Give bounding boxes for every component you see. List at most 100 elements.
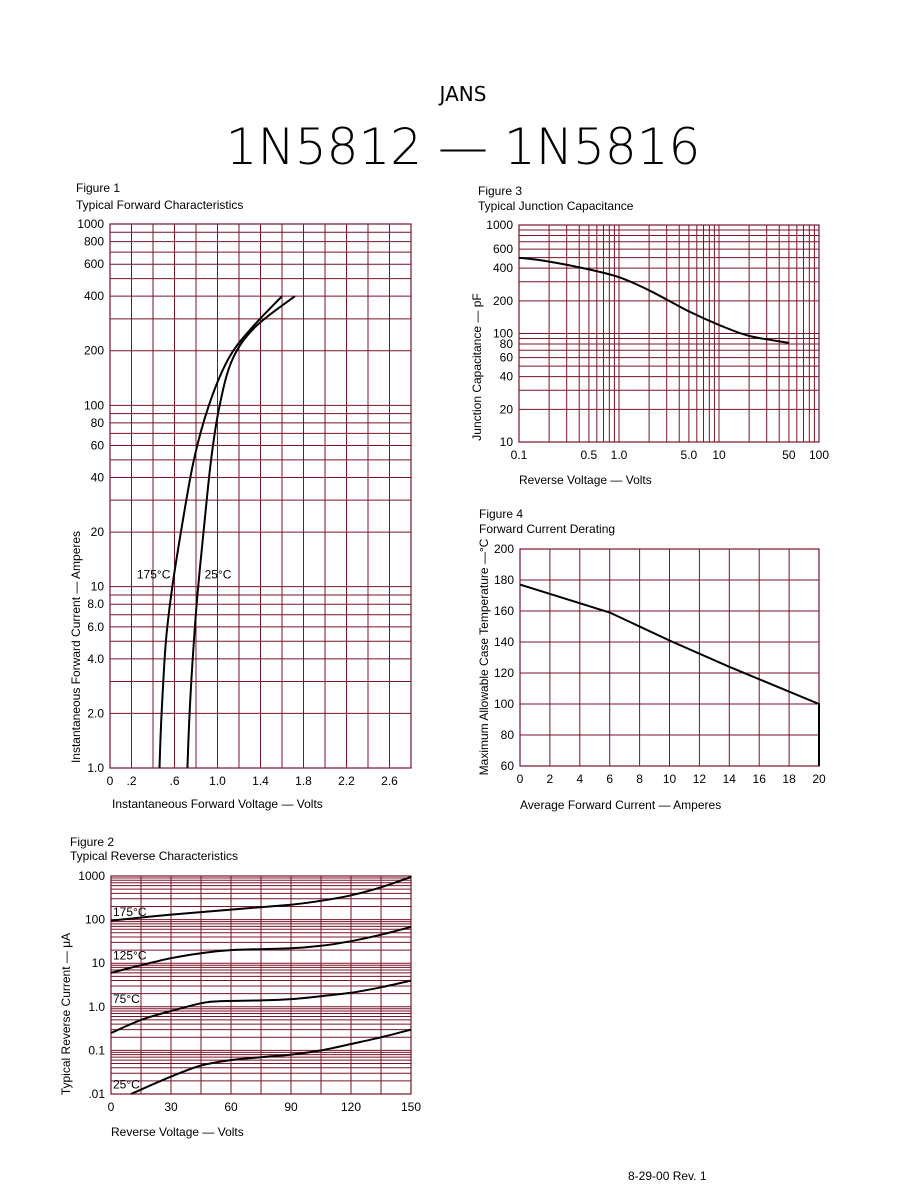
fig4-x-tick-label: 20 [812, 772, 826, 786]
fig1-series-line-0 [158, 295, 283, 769]
fig4-x-tick-label: 8 [636, 772, 643, 786]
fig1-y-tick-label: 40 [91, 470, 105, 484]
fig4-y-tick-label: 140 [494, 635, 514, 649]
figure-3-chart: Figure 3 Typical Junction Capacitance 0.… [470, 184, 829, 487]
fig3-x-tick-label: 50 [782, 448, 796, 462]
fig3-x-tick-label: 0.5 [581, 448, 598, 462]
fig2-series-line-3 [130, 1028, 412, 1095]
fig1-y-tick-label: 800 [84, 235, 104, 249]
figure-4-chart: Figure 4 Forward Current Derating 0 2 4 6 8 1… [477, 507, 826, 812]
fig1-y-tick-label: 200 [84, 344, 104, 358]
fig2-x-tick-label: 120 [341, 1100, 361, 1114]
figure-1-title: Typical Forward Characteristics [76, 198, 243, 212]
fig1-y-tick-label: 600 [84, 257, 104, 271]
fig1-x-tick-label: .2 [126, 774, 136, 788]
fig3-y-tick-label: 600 [493, 242, 513, 256]
fig1-y-tick-label: 60 [91, 439, 105, 453]
fig2-y-tick-label: 100 [85, 913, 105, 927]
fig3-x-tick-label: 1.0 [611, 448, 628, 462]
fig4-x-tick-label: 14 [723, 772, 737, 786]
figure-3-label: Figure 3 [478, 184, 522, 198]
fig1-y-tick-label: 400 [84, 289, 104, 303]
figure-1-x-axis-label: Instantaneous Forward Voltage — Volts [112, 797, 323, 811]
fig4-x-tick-label: 6 [606, 772, 613, 786]
fig1-y-tick-label: 100 [84, 398, 104, 412]
fig3-y-tick-label: 20 [500, 402, 514, 416]
fig3-x-tick-label: 10 [712, 448, 726, 462]
fig3-y-tick-label: 400 [493, 261, 513, 275]
fig1-x-tick-label: 2.2 [338, 774, 355, 788]
fig3-series-line-0 [518, 256, 790, 344]
fig1-series-label: 25°C [205, 568, 232, 582]
fig3-y-tick-label: 10 [500, 435, 514, 449]
fig1-y-tick-label: 8.0 [87, 597, 104, 611]
fig4-y-tick-label: 100 [494, 697, 514, 711]
fig4-x-tick-label: 16 [753, 772, 767, 786]
fig4-x-tick-label: 0 [517, 772, 524, 786]
figure-4-y-axis-label: Maximum Allowable Case Temperature —°C [477, 538, 491, 775]
fig2-y-tick-label: 10 [92, 956, 106, 970]
fig2-x-tick-label: 60 [224, 1100, 238, 1114]
fig2-series-label: 25°C [113, 1078, 140, 1092]
fig2-series-line-0 [110, 876, 412, 922]
fig2-series-line-2 [110, 979, 412, 1034]
fig2-y-tick-label: 0.1 [88, 1043, 105, 1057]
fig2-x-tick-label: 90 [284, 1100, 298, 1114]
fig1-series-line-1 [186, 295, 296, 769]
fig2-x-tick-label: 150 [401, 1100, 421, 1114]
fig3-y-tick-label: 100 [493, 327, 513, 341]
fig4-y-tick-label: 120 [494, 666, 514, 680]
fig1-x-tick-label: 1.8 [295, 774, 312, 788]
fig1-x-tick-label: 2.6 [381, 774, 398, 788]
fig2-x-tick-label: 30 [164, 1100, 178, 1114]
fig4-y-tick-label: 180 [494, 573, 514, 587]
figure-3-title: Typical Junction Capacitance [478, 199, 634, 213]
fig2-y-tick-label: .01 [88, 1087, 105, 1101]
fig1-y-tick-label: 20 [91, 525, 105, 539]
fig1-x-tick-label: 1.0 [209, 774, 226, 788]
figure-2-x-axis-label: Reverse Voltage — Volts [111, 1125, 244, 1139]
fig3-x-tick-label: 0.1 [511, 448, 528, 462]
fig4-y-tick-label: 200 [494, 542, 514, 556]
fig4-x-tick-label: 10 [663, 772, 677, 786]
fig1-y-tick-label: 1000 [77, 217, 104, 231]
fig3-y-tick-label: 200 [493, 294, 513, 308]
fig2-series-line-1 [110, 925, 412, 974]
fig1-y-tick-label: 4.0 [87, 652, 104, 666]
fig4-y-tick-label: 80 [501, 728, 515, 742]
fig1-y-tick-label: 6.0 [87, 620, 104, 634]
fig3-y-tick-label: 40 [500, 370, 514, 384]
figure-3-x-axis-label: Reverse Voltage — Volts [519, 473, 652, 487]
fig1-series-label: 175°C [137, 568, 171, 582]
fig2-y-tick-label: 1.0 [88, 1000, 105, 1014]
fig3-y-tick-label: 1000 [486, 218, 513, 232]
figure-4-x-axis-label: Average Forward Current — Amperes [520, 798, 721, 812]
figure-4-title: Forward Current Derating [479, 522, 615, 536]
fig3-x-tick-label: 5.0 [681, 448, 698, 462]
fig4-x-tick-label: 18 [782, 772, 796, 786]
fig3-y-tick-label: 60 [500, 351, 514, 365]
fig2-y-tick-label: 1000 [78, 869, 105, 883]
fig4-y-tick-label: 60 [501, 759, 515, 773]
fig1-y-tick-label: 2.0 [87, 706, 104, 720]
fig2-series-label: 75°C [113, 992, 140, 1006]
fig1-x-tick-label: 1.4 [252, 774, 269, 788]
fig3-x-tick-label: 100 [809, 448, 829, 462]
header-subtitle: JANS [438, 82, 487, 106]
figure-2-plot-area: 0 30 60 90 120 150 .01 0.1 1.0 10 100 1000 175°C 125°… [78, 869, 421, 1114]
fig4-y-tick-label: 160 [494, 604, 514, 618]
fig4-x-tick-label: 4 [576, 772, 583, 786]
figure-2-title: Typical Reverse Characteristics [70, 849, 238, 863]
fig1-x-tick-label: 0 [107, 774, 114, 788]
fig4-x-tick-label: 2 [547, 772, 554, 786]
footer-date-revision: 8-29-00 Rev. 1 [628, 1169, 707, 1183]
fig2-series-label: 175°C [113, 905, 147, 919]
figure-1-plot-area: 0 .2 .6 1.0 1.4 1.8 2.2 2.6 1.0 2.0 4.0 6.0 8.0 10 20 4… [77, 217, 412, 788]
figure-4-plot-area: 0 2 4 6 8 10 12 14 16 18 20 60 80 100 120 140 160 180 200 [494, 542, 826, 786]
fig4-x-tick-label: 12 [693, 772, 707, 786]
fig1-y-tick-label: 10 [91, 580, 105, 594]
figure-1-y-axis-label: Instantaneous Forward Current — Amperes [69, 531, 83, 763]
figure-2-chart: Figure 2 Typical Reverse Characteristics… [59, 835, 421, 1139]
fig4-series-line-0 [519, 583, 820, 766]
